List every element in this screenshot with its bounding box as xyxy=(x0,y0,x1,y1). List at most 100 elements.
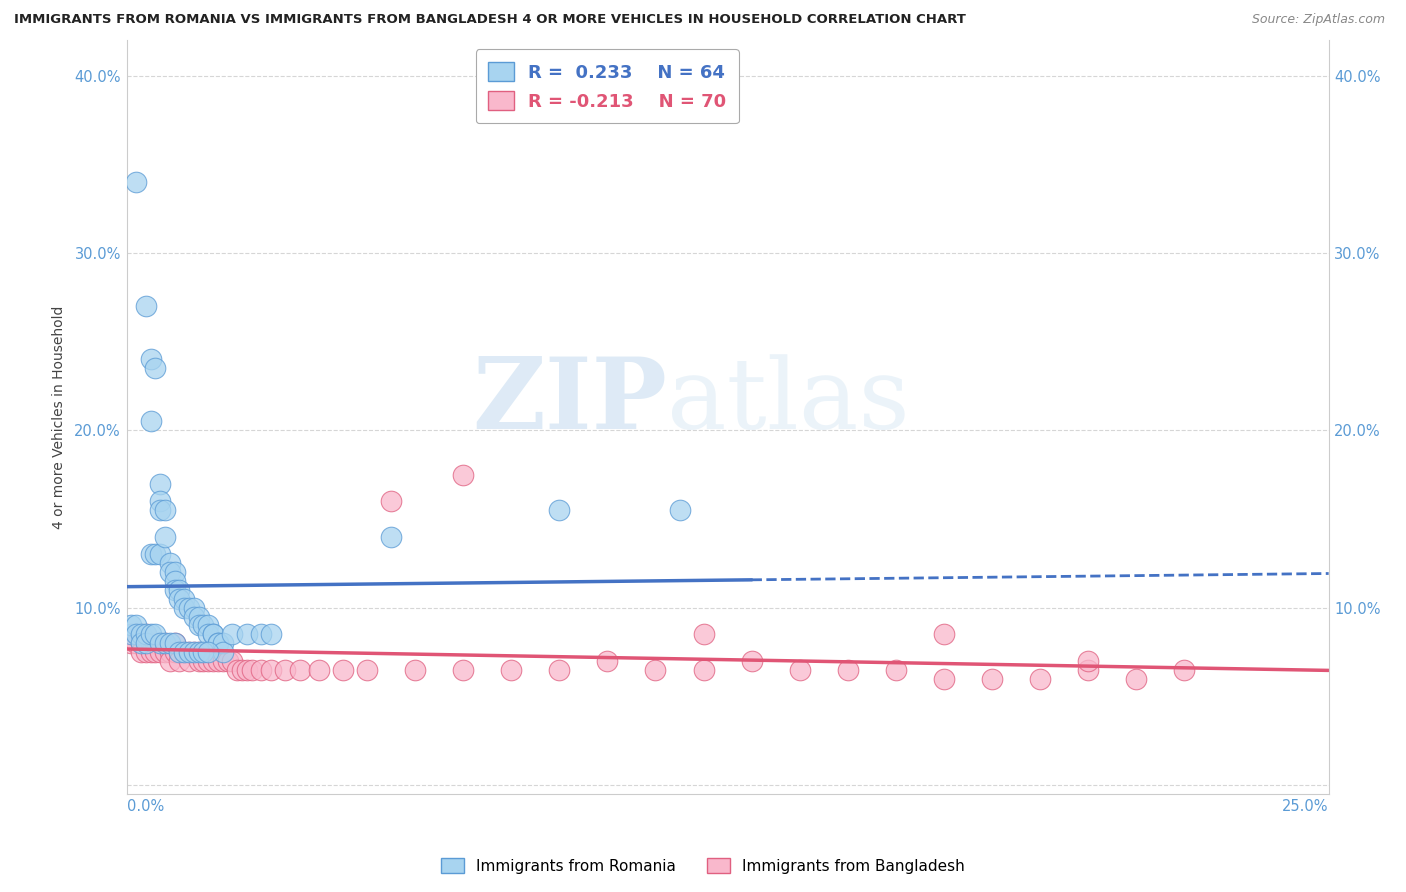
Point xyxy=(211,654,233,668)
Point xyxy=(159,557,181,571)
Point xyxy=(207,636,229,650)
Point xyxy=(183,645,205,659)
Point xyxy=(169,591,191,606)
Point xyxy=(120,636,142,650)
Point xyxy=(207,654,229,668)
Point xyxy=(380,530,402,544)
Point xyxy=(1077,663,1099,677)
Text: 25.0%: 25.0% xyxy=(1282,799,1329,814)
Point xyxy=(404,663,426,677)
Point xyxy=(596,654,619,668)
Point xyxy=(197,627,219,641)
Point xyxy=(149,636,172,650)
Point xyxy=(187,645,209,659)
Point xyxy=(169,645,191,659)
Point xyxy=(741,654,763,668)
Text: atlas: atlas xyxy=(668,354,910,450)
Point xyxy=(884,663,907,677)
Point xyxy=(129,627,152,641)
Point xyxy=(145,548,167,562)
Point xyxy=(211,636,233,650)
Point xyxy=(169,645,191,659)
Point xyxy=(169,654,191,668)
Point xyxy=(177,645,200,659)
Point xyxy=(163,645,186,659)
Point xyxy=(932,672,955,686)
Point xyxy=(129,636,152,650)
Point xyxy=(149,494,172,508)
Point xyxy=(1173,663,1195,677)
Text: IMMIGRANTS FROM ROMANIA VS IMMIGRANTS FROM BANGLADESH 4 OR MORE VEHICLES IN HOUS: IMMIGRANTS FROM ROMANIA VS IMMIGRANTS FR… xyxy=(14,13,966,27)
Point xyxy=(153,530,176,544)
Point xyxy=(159,645,181,659)
Point xyxy=(139,352,162,367)
Point xyxy=(173,645,195,659)
Point xyxy=(274,663,297,677)
Point xyxy=(548,663,571,677)
Point xyxy=(250,663,273,677)
Point xyxy=(169,582,191,597)
Point xyxy=(226,663,249,677)
Point xyxy=(145,645,167,659)
Point xyxy=(149,476,172,491)
Point xyxy=(163,636,186,650)
Point xyxy=(202,627,225,641)
Point xyxy=(193,645,215,659)
Point xyxy=(125,627,148,641)
Point xyxy=(197,618,219,632)
Point xyxy=(1029,672,1052,686)
Point xyxy=(221,654,243,668)
Point xyxy=(135,645,157,659)
Point xyxy=(145,627,167,641)
Point xyxy=(120,627,142,641)
Point xyxy=(120,627,142,641)
Point xyxy=(159,565,181,579)
Point xyxy=(221,627,243,641)
Point xyxy=(125,636,148,650)
Point xyxy=(135,299,157,313)
Point xyxy=(183,609,205,624)
Point xyxy=(177,600,200,615)
Point xyxy=(187,609,209,624)
Point xyxy=(153,636,176,650)
Point xyxy=(692,663,714,677)
Point xyxy=(139,636,162,650)
Point xyxy=(211,645,233,659)
Point xyxy=(837,663,859,677)
Point xyxy=(163,582,186,597)
Point xyxy=(231,663,253,677)
Point xyxy=(451,663,474,677)
Point xyxy=(129,645,152,659)
Point xyxy=(120,618,142,632)
Point xyxy=(153,645,176,659)
Point xyxy=(668,503,690,517)
Point xyxy=(135,636,157,650)
Point xyxy=(235,627,259,641)
Point xyxy=(932,627,955,641)
Point xyxy=(1077,654,1099,668)
Point xyxy=(332,663,354,677)
Point xyxy=(217,654,239,668)
Point xyxy=(163,636,186,650)
Point xyxy=(187,654,209,668)
Point xyxy=(125,175,148,189)
Point xyxy=(149,645,172,659)
Text: ZIP: ZIP xyxy=(472,353,668,450)
Point xyxy=(139,414,162,428)
Point xyxy=(145,636,167,650)
Point xyxy=(173,591,195,606)
Point xyxy=(451,467,474,482)
Point xyxy=(139,548,162,562)
Text: Source: ZipAtlas.com: Source: ZipAtlas.com xyxy=(1251,13,1385,27)
Point xyxy=(125,618,148,632)
Point xyxy=(149,503,172,517)
Point xyxy=(177,645,200,659)
Point xyxy=(235,663,259,677)
Point xyxy=(177,654,200,668)
Point xyxy=(135,636,157,650)
Point xyxy=(692,627,714,641)
Point xyxy=(183,600,205,615)
Point xyxy=(789,663,811,677)
Point xyxy=(202,627,225,641)
Point xyxy=(163,565,186,579)
